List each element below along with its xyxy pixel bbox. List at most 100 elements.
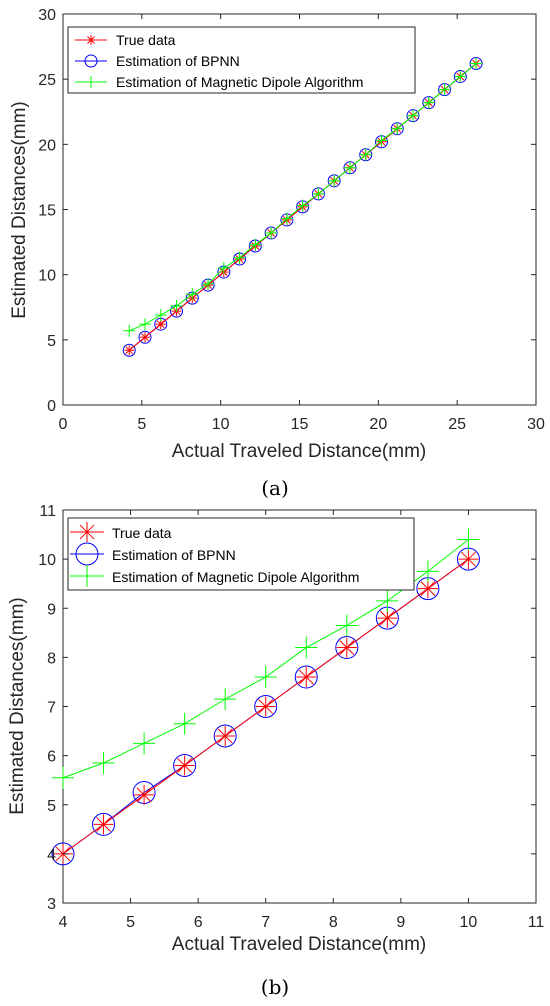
data-point-magnetic <box>170 299 183 312</box>
data-point-magnetic <box>359 148 372 161</box>
legend-label-true-data-a: True data <box>116 32 176 48</box>
data-point-bpnn <box>92 812 116 836</box>
data-point-magnetic <box>133 732 156 755</box>
legend-sample-magnetic-a <box>75 76 107 88</box>
data-point-true-data <box>255 696 276 717</box>
data-point-true-data <box>155 319 166 330</box>
data-point-magnetic <box>138 318 151 331</box>
x-tick-label: 15 <box>291 416 309 433</box>
legend-label-bpnn-a: Estimation of BPNN <box>116 53 240 69</box>
y-tick-label: 20 <box>38 137 56 154</box>
y-tick-label: 5 <box>47 333 56 350</box>
data-point-magnetic <box>470 57 483 70</box>
data-point-bpnn <box>213 724 237 748</box>
data-point-magnetic <box>416 560 439 583</box>
legend-sample-true-data-a <box>75 35 107 45</box>
y-tick-label: 9 <box>47 601 56 618</box>
data-point-magnetic <box>173 712 196 735</box>
data-point-magnetic <box>254 666 277 689</box>
data-point-true-data <box>93 814 114 835</box>
data-point-magnetic <box>335 614 358 637</box>
data-point-true-data <box>458 549 479 570</box>
data-point-magnetic <box>391 122 404 135</box>
legend-marker-bpnn <box>84 54 98 68</box>
series-magnetic-a <box>123 57 483 337</box>
y-tick-label: 6 <box>47 749 56 766</box>
y-tick-label: 8 <box>47 650 56 667</box>
y-tick-label: 10 <box>38 268 56 285</box>
series-layer-b <box>51 528 480 866</box>
data-point-true-data <box>124 345 135 356</box>
data-point-bpnn <box>254 695 278 718</box>
legend-b: True data Estimation of BPNN Estimation … <box>67 517 415 591</box>
legend-marker-magnetic <box>76 565 98 587</box>
x-tick-label: 10 <box>460 914 478 931</box>
x-tick-label: 20 <box>369 416 387 433</box>
y-axis-label-b: Estimated Distances(mm) <box>7 597 28 815</box>
data-point-true-data <box>296 667 317 688</box>
data-point-magnetic <box>52 766 74 789</box>
data-point-magnetic <box>407 109 420 122</box>
series-true-data-b <box>53 549 479 864</box>
data-point-bpnn <box>51 842 75 866</box>
data-point-magnetic <box>154 309 167 322</box>
legend-label-bpnn-b: Estimation of BPNN <box>112 547 236 563</box>
y-tick-label: 3 <box>47 896 56 913</box>
x-tick-label: 7 <box>261 914 270 931</box>
data-point-magnetic <box>454 70 467 83</box>
y-tick-label: 30 <box>38 7 56 24</box>
legend-label-magnetic-a: Estimation of Magnetic Dipole Algorithm <box>116 74 363 90</box>
x-tick-label: 6 <box>194 914 203 931</box>
data-point-true-data <box>336 637 357 658</box>
x-tick-label: 30 <box>527 416 545 433</box>
data-point-magnetic <box>296 199 309 212</box>
y-tick-label: 0 <box>47 398 56 415</box>
x-tick-label: 10 <box>212 416 230 433</box>
y-tick-label: 5 <box>47 798 56 815</box>
legend-box-a <box>67 26 416 94</box>
legend-marker-true-data <box>77 522 97 542</box>
y-tick-label: 11 <box>39 503 56 520</box>
legend-marker-magnetic <box>85 76 97 88</box>
x-tick-label: 5 <box>137 416 146 433</box>
data-point-magnetic <box>217 262 230 275</box>
y-tick-label: 7 <box>47 700 56 717</box>
x-tick-label: 4 <box>59 914 68 931</box>
data-point-bpnn <box>294 665 318 689</box>
x-tick-label: 11 <box>528 914 545 931</box>
data-point-magnetic <box>280 212 293 225</box>
legend-sample-true-data-b <box>70 522 104 542</box>
chart-panel-a: 0 5 10 15 20 25 30 0 5 10 15 20 25 30 Actual Traveled… <box>9 7 545 500</box>
data-point-magnetic <box>457 528 480 551</box>
x-tick-label: 8 <box>329 914 338 931</box>
x-tick-label: 5 <box>126 914 135 931</box>
data-point-true-data <box>139 332 150 343</box>
data-point-magnetic <box>123 324 136 337</box>
data-point-bpnn <box>138 330 152 344</box>
data-point-bpnn <box>122 343 136 357</box>
data-point-magnetic <box>233 251 246 264</box>
y-tick-label: 10 <box>38 552 56 569</box>
data-point-magnetic <box>295 636 318 659</box>
data-point-bpnn <box>173 753 197 777</box>
legend-box-b <box>67 517 415 591</box>
legend-sample-bpnn-a <box>75 54 107 68</box>
data-point-true-data <box>215 725 236 746</box>
x-axis-label-a: Actual Traveled Distance(mm) <box>172 441 426 462</box>
caption-a: (a) <box>261 476 289 500</box>
data-point-true-data <box>134 784 155 805</box>
data-point-magnetic <box>249 238 262 251</box>
legend-sample-magnetic-b <box>70 565 104 587</box>
data-point-magnetic <box>312 187 325 200</box>
data-point-magnetic <box>186 288 199 301</box>
data-point-bpnn <box>335 636 359 660</box>
data-point-magnetic <box>265 226 278 239</box>
ticks-a: 0 5 10 15 20 25 30 0 5 10 15 20 25 30 <box>38 7 545 433</box>
data-point-magnetic <box>422 96 435 109</box>
legend-marker-true-data <box>86 35 96 45</box>
data-point-true-data <box>174 755 195 776</box>
legend-label-true-data-b: True data <box>112 525 172 541</box>
series-layer-a <box>122 57 483 357</box>
legend-a: True data Estimation of BPNN Estimation … <box>67 26 416 94</box>
